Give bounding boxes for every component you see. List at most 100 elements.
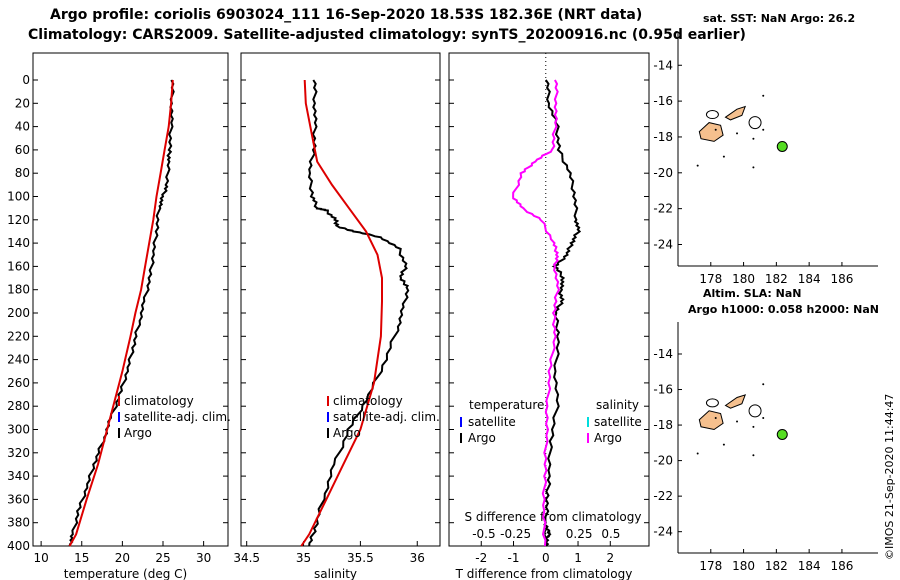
difference-xtick-label: -2 (475, 551, 487, 565)
argo-float-marker (776, 428, 788, 440)
map-lat-tick-label: -22 (653, 489, 673, 503)
difference-axes-frame (448, 52, 650, 547)
map-lon-tick-label: 186 (830, 272, 853, 286)
salinity-xtick-label: 34.5 (233, 551, 260, 565)
difference-xtick-label: 1 (574, 551, 582, 565)
salinity-xlabel: salinity (314, 567, 357, 580)
difference-xtick-label: -1 (508, 551, 520, 565)
small-island-dot (714, 416, 717, 419)
map-lat-tick-label: -16 (653, 383, 673, 397)
temperature-legend-swatch (118, 412, 120, 422)
small-island-dot (762, 94, 765, 97)
fiji-viti-levu-island (698, 410, 724, 431)
map-lon-tick-label: 182 (765, 272, 788, 286)
difference-legend-left-title: temperature (469, 398, 544, 412)
difference-xtick-label: 2 (606, 551, 614, 565)
map-lon-tick-label: 182 (765, 559, 788, 573)
depth-tick-label: 320 (7, 446, 30, 460)
map-lat-tick-label: -16 (653, 94, 673, 108)
small-island-dot (736, 420, 739, 423)
small-island-dot (762, 416, 765, 419)
steric-map-title: Argo h1000: 0.058 h2000: NaN (688, 303, 879, 316)
difference-legend-left-label: Argo (468, 431, 496, 445)
temperature-xlabel: temperature (deg C) (64, 567, 187, 580)
map-lat-tick-label: -24 (653, 525, 673, 539)
map-lon-tick-label: 180 (732, 272, 755, 286)
difference-top-xtick-label: 0 (544, 527, 552, 541)
depth-tick-label: 120 (7, 213, 30, 227)
steric-location-map: -14 -16 -18 -20 -22 -24 178 180 182 184 186 (653, 322, 878, 573)
salinity-legend-swatch (327, 396, 329, 406)
small-island-dot (722, 443, 725, 446)
map-lat-tick-label: -14 (653, 347, 673, 361)
fiji-viti-levu-island (698, 122, 724, 142)
map-lon-tick-label: 178 (699, 559, 722, 573)
map-lat-tick-label: -20 (653, 166, 673, 180)
reef-outline (705, 110, 719, 120)
temperature-profile-panel: 0 20 40 60 80 100 120 140 160 180 200 220 240 260 280 3… (7, 52, 231, 580)
depth-tick-label: 260 (7, 376, 30, 390)
depth-tick-label: 20 (15, 96, 30, 110)
small-island-dot (722, 155, 725, 158)
temperature-xtick-label: 30 (196, 551, 211, 565)
depth-tick-label: 340 (7, 469, 30, 483)
map-lat-tick-label: -14 (653, 58, 673, 72)
depth-tick-label: 200 (7, 306, 30, 320)
small-island-dot (752, 425, 755, 428)
difference-top-xtick-label: -0.5 (472, 527, 495, 541)
small-island-dot (696, 164, 699, 167)
small-island-dot (752, 166, 755, 169)
depth-tick-label: 100 (7, 190, 30, 204)
reef-outline (748, 116, 762, 130)
temperature-legend-swatch (118, 396, 120, 406)
temperature-climatology-line (68, 79, 174, 547)
depth-tick-label: 220 (7, 329, 30, 343)
depth-tick-label: 400 (7, 539, 30, 553)
depth-tick-label: 80 (15, 166, 30, 180)
difference-top-xtick-label: 0.25 (566, 527, 593, 541)
map-lat-tick-label: -18 (653, 130, 673, 144)
sla-map-subtitle: Altim. SLA: NaN (703, 287, 802, 300)
depth-tick-label: 40 (15, 120, 30, 134)
salinity-legend-label: Argo (333, 426, 361, 440)
difference-salinity-line (512, 79, 561, 547)
temperature-xtick-label: 10 (33, 551, 48, 565)
salinity-argo-line (307, 79, 410, 547)
salinity-legend-label: satellite-adj. clim. (333, 410, 440, 424)
argo-float-marker (776, 140, 788, 152)
difference-legend-left-swatch (460, 417, 462, 427)
salinity-axes-frame (240, 52, 441, 547)
difference-legend-left-label: satellite (468, 415, 516, 429)
salinity-xtick-label: 36 (410, 551, 425, 565)
depth-tick-label: 0 (22, 73, 30, 87)
depth-tick-label: 160 (7, 259, 30, 273)
temperature-xtick-label: 15 (74, 551, 89, 565)
map-lon-tick-label: 186 (830, 559, 853, 573)
small-island-dot (752, 137, 755, 140)
difference-legend-right-label: Argo (594, 431, 622, 445)
fiji-vanua-levu-island (724, 105, 747, 121)
temperature-legend-label: climatology (124, 394, 194, 408)
map-lon-tick-label: 184 (798, 272, 821, 286)
small-island-dot (762, 383, 765, 386)
sst-map-title: sat. SST: NaN Argo: 26.2 (703, 12, 855, 25)
temperature-axes-frame (32, 52, 229, 547)
depth-tick-label: 300 (7, 423, 30, 437)
difference-temperature-line (543, 79, 582, 547)
depth-tick-label: 180 (7, 283, 30, 297)
small-island-dot (696, 452, 699, 455)
difference-legend-right-swatch (587, 433, 589, 443)
temperature-legend-swatch (118, 428, 120, 438)
reef-outline (705, 398, 719, 408)
map-lat-tick-label: -22 (653, 202, 673, 216)
difference-legend-left-swatch (460, 433, 462, 443)
map-lon-tick-label: 178 (699, 272, 722, 286)
footer-timestamp: ©IMOS 21-Sep-2020 11:44:47 (883, 394, 896, 560)
salinity-profile-panel: 34.5 35 35.5 36 salinity climatology satellite… (233, 52, 441, 580)
temperature-xtick-label: 20 (115, 551, 130, 565)
temperature-legend-label: Argo (124, 426, 152, 440)
depth-tick-label: 60 (15, 143, 30, 157)
depth-tick-label: 360 (7, 492, 30, 506)
salinity-legend-label: climatology (333, 394, 403, 408)
